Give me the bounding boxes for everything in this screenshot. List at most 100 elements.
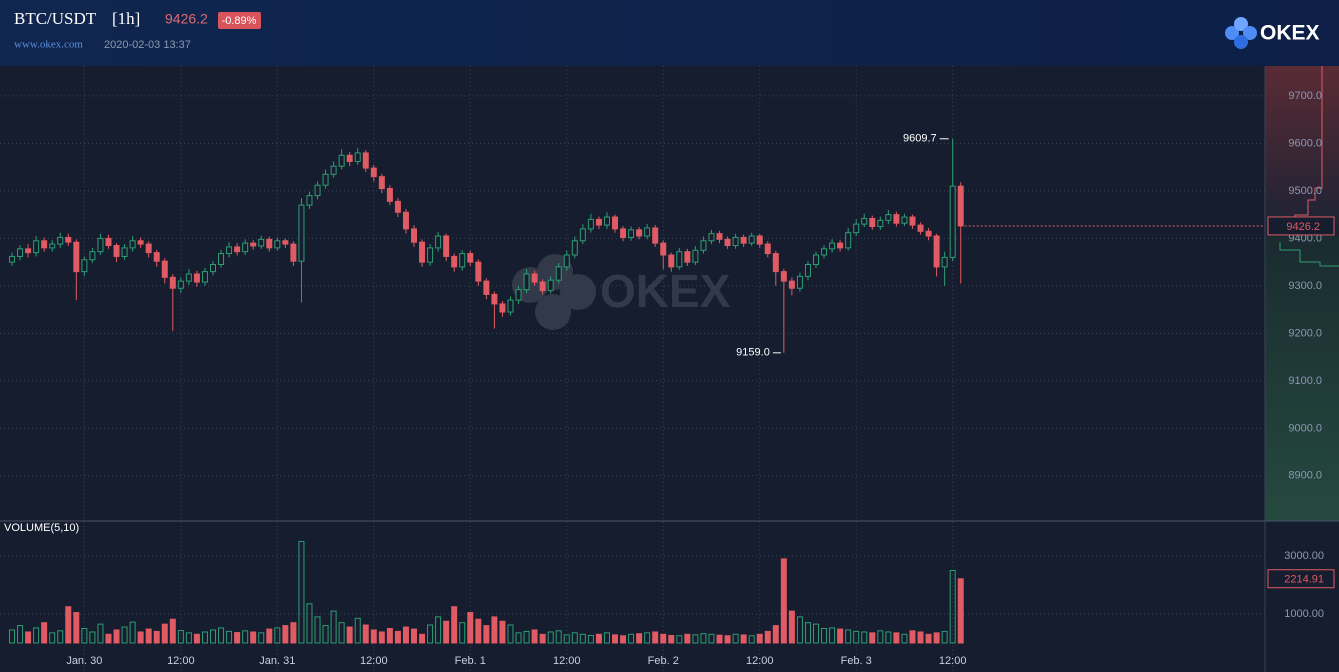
change-badge bbox=[218, 12, 261, 29]
volume-bar bbox=[411, 628, 417, 644]
candle-body bbox=[137, 240, 144, 245]
y-tick-label: 9600.0 bbox=[1288, 137, 1322, 149]
volume-bar bbox=[571, 632, 578, 644]
candle-body bbox=[756, 235, 763, 245]
candle-body bbox=[73, 241, 80, 273]
candle-body bbox=[354, 152, 361, 162]
volume-bar bbox=[129, 621, 136, 644]
volume-bar bbox=[370, 629, 377, 644]
volume-bar bbox=[780, 558, 787, 644]
volume-bar bbox=[459, 622, 466, 644]
volume-bar bbox=[322, 625, 329, 644]
volume-bar bbox=[925, 633, 932, 644]
volume-bar bbox=[17, 625, 24, 644]
volume-bar bbox=[161, 623, 168, 644]
volume-bar bbox=[258, 632, 265, 644]
candle-body bbox=[555, 266, 562, 281]
volume-bar bbox=[290, 622, 297, 644]
y-tick-label: 1000.00 bbox=[1284, 608, 1324, 620]
candle-body bbox=[33, 240, 40, 254]
candle-body bbox=[435, 235, 442, 249]
candle-body bbox=[885, 214, 892, 221]
volume-bar bbox=[394, 630, 401, 644]
candle-body bbox=[25, 248, 32, 254]
x-tick-label: Feb. 3 bbox=[841, 655, 872, 667]
volume-bar bbox=[772, 625, 779, 644]
depth-ask bbox=[1265, 66, 1339, 236]
candle-body bbox=[724, 238, 731, 247]
volume-bar bbox=[193, 633, 200, 644]
volume-bar bbox=[169, 618, 176, 644]
volume-bar bbox=[603, 632, 610, 644]
volume-bar bbox=[853, 630, 860, 644]
volume-bar bbox=[362, 624, 369, 644]
volume-bar bbox=[402, 626, 409, 644]
x-tick-label: Feb. 1 bbox=[455, 655, 486, 667]
candle-body bbox=[378, 176, 385, 190]
volume-bar bbox=[652, 631, 659, 644]
volume-bar bbox=[33, 627, 40, 644]
plot: 8900.09000.09100.09200.09300.09400.09500… bbox=[0, 66, 1335, 672]
candle-body bbox=[314, 184, 321, 197]
logo-mark bbox=[1225, 17, 1257, 49]
candle-body bbox=[89, 251, 96, 261]
y-tick-label: 9300.0 bbox=[1288, 280, 1322, 292]
y-tick-label: 9700.0 bbox=[1288, 90, 1322, 102]
volume-bar bbox=[266, 628, 273, 644]
volume-bar bbox=[692, 634, 699, 644]
candle-body bbox=[338, 154, 345, 167]
volume-bar bbox=[861, 631, 868, 644]
y-tick-label: 8900.0 bbox=[1288, 470, 1322, 482]
volume-bar bbox=[796, 616, 803, 644]
y-tick-label: 9100.0 bbox=[1288, 375, 1322, 387]
candle-body bbox=[161, 260, 168, 278]
volume-bar bbox=[121, 626, 128, 644]
x-tick-label: 12:00 bbox=[360, 655, 388, 667]
volume-bar bbox=[507, 624, 514, 644]
candle-body bbox=[821, 248, 828, 256]
volume-bar bbox=[378, 631, 385, 644]
depth-bid bbox=[1265, 236, 1339, 521]
candle-body bbox=[877, 219, 884, 228]
volume-bar bbox=[917, 631, 924, 644]
candle-body bbox=[483, 280, 490, 295]
candle-body bbox=[620, 228, 627, 238]
volume-bar bbox=[419, 633, 426, 644]
volume-bar bbox=[748, 635, 755, 644]
max-label: 9609.7 bbox=[903, 133, 937, 145]
volume-bar bbox=[949, 569, 956, 644]
candle-body bbox=[780, 271, 787, 282]
volume-bar bbox=[829, 627, 836, 644]
volume-bar bbox=[234, 632, 241, 644]
volume-bar bbox=[579, 633, 586, 644]
volume-bar bbox=[933, 632, 940, 644]
candle-body bbox=[386, 188, 393, 202]
candle-body bbox=[370, 167, 377, 178]
header-price: 9426.2 bbox=[165, 11, 208, 27]
volume-bar bbox=[732, 633, 739, 644]
volume-bar bbox=[274, 627, 281, 644]
candle-body bbox=[845, 232, 852, 249]
volume-bar bbox=[137, 631, 144, 644]
candle-body bbox=[475, 261, 482, 282]
volume-bar bbox=[901, 633, 908, 644]
volume-bar bbox=[218, 627, 225, 644]
volume-bar bbox=[612, 634, 618, 644]
candle-body bbox=[153, 252, 160, 262]
candle-body bbox=[748, 235, 755, 244]
candle-body bbox=[282, 240, 289, 245]
candle-body bbox=[97, 237, 104, 253]
volume-bar bbox=[177, 630, 184, 644]
candle-body bbox=[531, 273, 538, 283]
candle-body bbox=[571, 240, 578, 256]
candle-body bbox=[65, 236, 72, 243]
volume-bar bbox=[684, 633, 691, 644]
last-volume-box bbox=[1267, 569, 1335, 589]
candle-body bbox=[539, 281, 546, 292]
candle-body bbox=[121, 247, 128, 257]
volume-bar bbox=[724, 635, 731, 644]
x-tick-label: Feb. 2 bbox=[648, 655, 679, 667]
volume-bar bbox=[708, 633, 715, 644]
x-tick-label: 12:00 bbox=[939, 655, 967, 667]
candle-body bbox=[692, 249, 699, 263]
